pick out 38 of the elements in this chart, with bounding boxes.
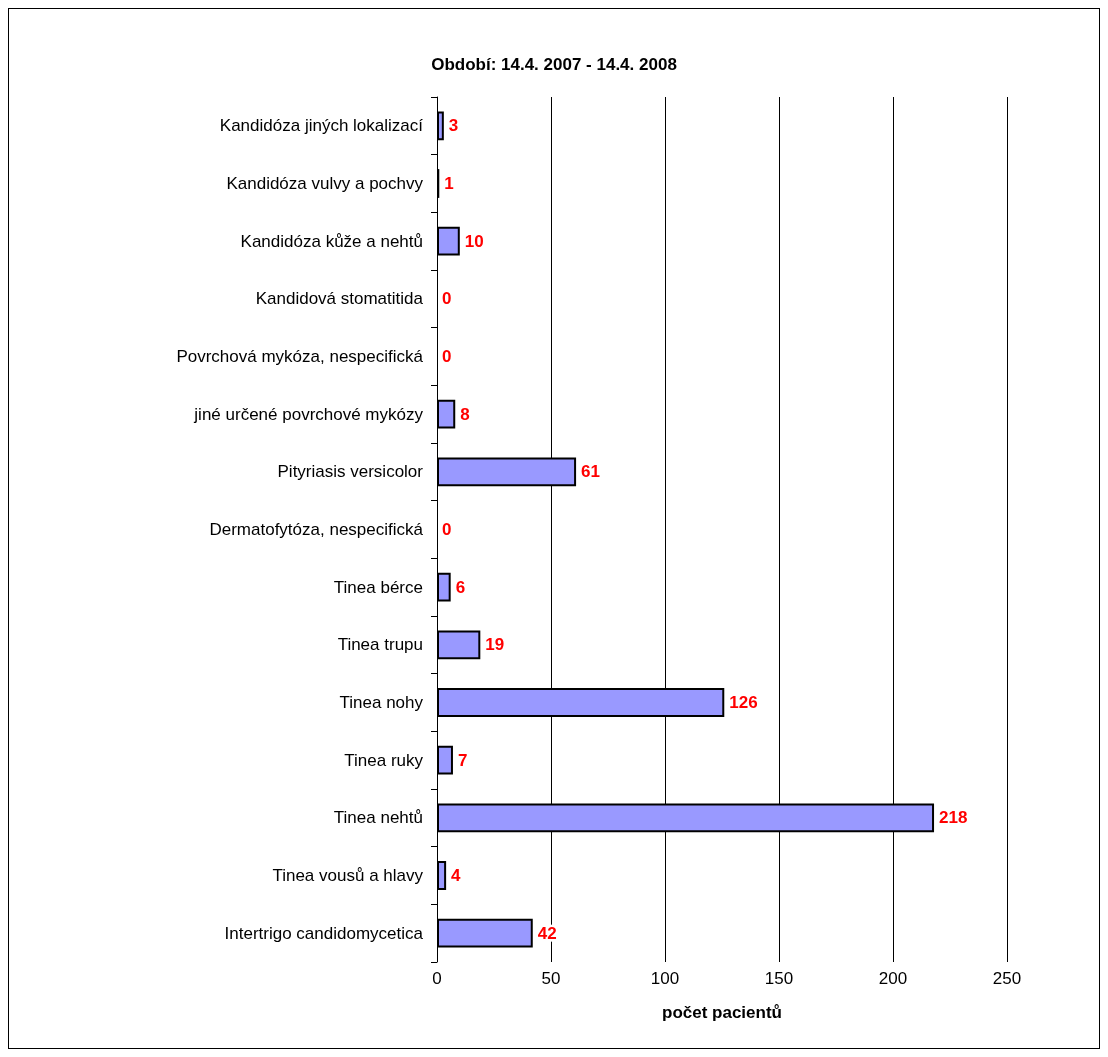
x-axis-title: počet pacientů bbox=[662, 1003, 782, 1022]
y-tick-label: Tinea nohy bbox=[339, 693, 424, 712]
data-label: 218 bbox=[939, 808, 968, 828]
data-label: 42 bbox=[537, 923, 557, 943]
data-label: 1 bbox=[444, 174, 454, 193]
y-tick-label: jiné určené povrchové mykózy bbox=[193, 404, 424, 424]
y-tick-label: Kandidová stomatitida bbox=[255, 289, 424, 309]
data-label: 0 bbox=[442, 520, 452, 539]
y-tick-label: Povrchová mykóza, nespecifická bbox=[176, 347, 424, 366]
data-label: 19 bbox=[485, 635, 505, 655]
data-label: 4 bbox=[451, 866, 462, 885]
y-tick-label: Tinea trupu bbox=[337, 635, 423, 655]
y-tick-label: Tinea ruky bbox=[344, 750, 424, 770]
data-label: 10 bbox=[464, 231, 484, 251]
x-tick-label: 50 bbox=[541, 969, 561, 988]
y-tick-label: Dermatofytóza, nespecifická bbox=[209, 520, 424, 539]
x-tick-label: 250 bbox=[992, 969, 1022, 988]
x-tick-label: 200 bbox=[878, 969, 908, 988]
x-tick-label: 100 bbox=[650, 969, 680, 988]
y-tick-label: Intertrigo candidomycetica bbox=[224, 923, 424, 943]
y-tick-label: Tinea bérce bbox=[333, 577, 423, 597]
y-tick-label: Kandidóza jiných lokalizací bbox=[219, 116, 424, 136]
data-label: 61 bbox=[581, 462, 600, 482]
x-tick-label: 0 bbox=[432, 969, 442, 988]
data-label: 0 bbox=[442, 289, 452, 309]
chart-title: Období: 14.4. 2007 - 14.4. 2008 bbox=[431, 55, 677, 74]
y-tick-label: Tinea nehtů bbox=[333, 808, 423, 828]
data-label: 0 bbox=[442, 347, 452, 366]
data-label: 6 bbox=[455, 577, 466, 597]
data-label: 7 bbox=[457, 750, 468, 770]
y-tick-label: Tinea vousů a hlavy bbox=[272, 866, 424, 885]
y-tick-label: Kandidóza kůže a nehtů bbox=[240, 231, 423, 251]
data-label: 3 bbox=[448, 116, 459, 136]
y-tick-label: Pityriasis versicolor bbox=[277, 462, 424, 482]
y-tick-label: Kandidóza vulvy a pochvy bbox=[226, 174, 424, 193]
x-tick-label: 150 bbox=[764, 969, 794, 988]
data-label: 8 bbox=[460, 404, 470, 424]
data-label: 126 bbox=[729, 693, 758, 712]
